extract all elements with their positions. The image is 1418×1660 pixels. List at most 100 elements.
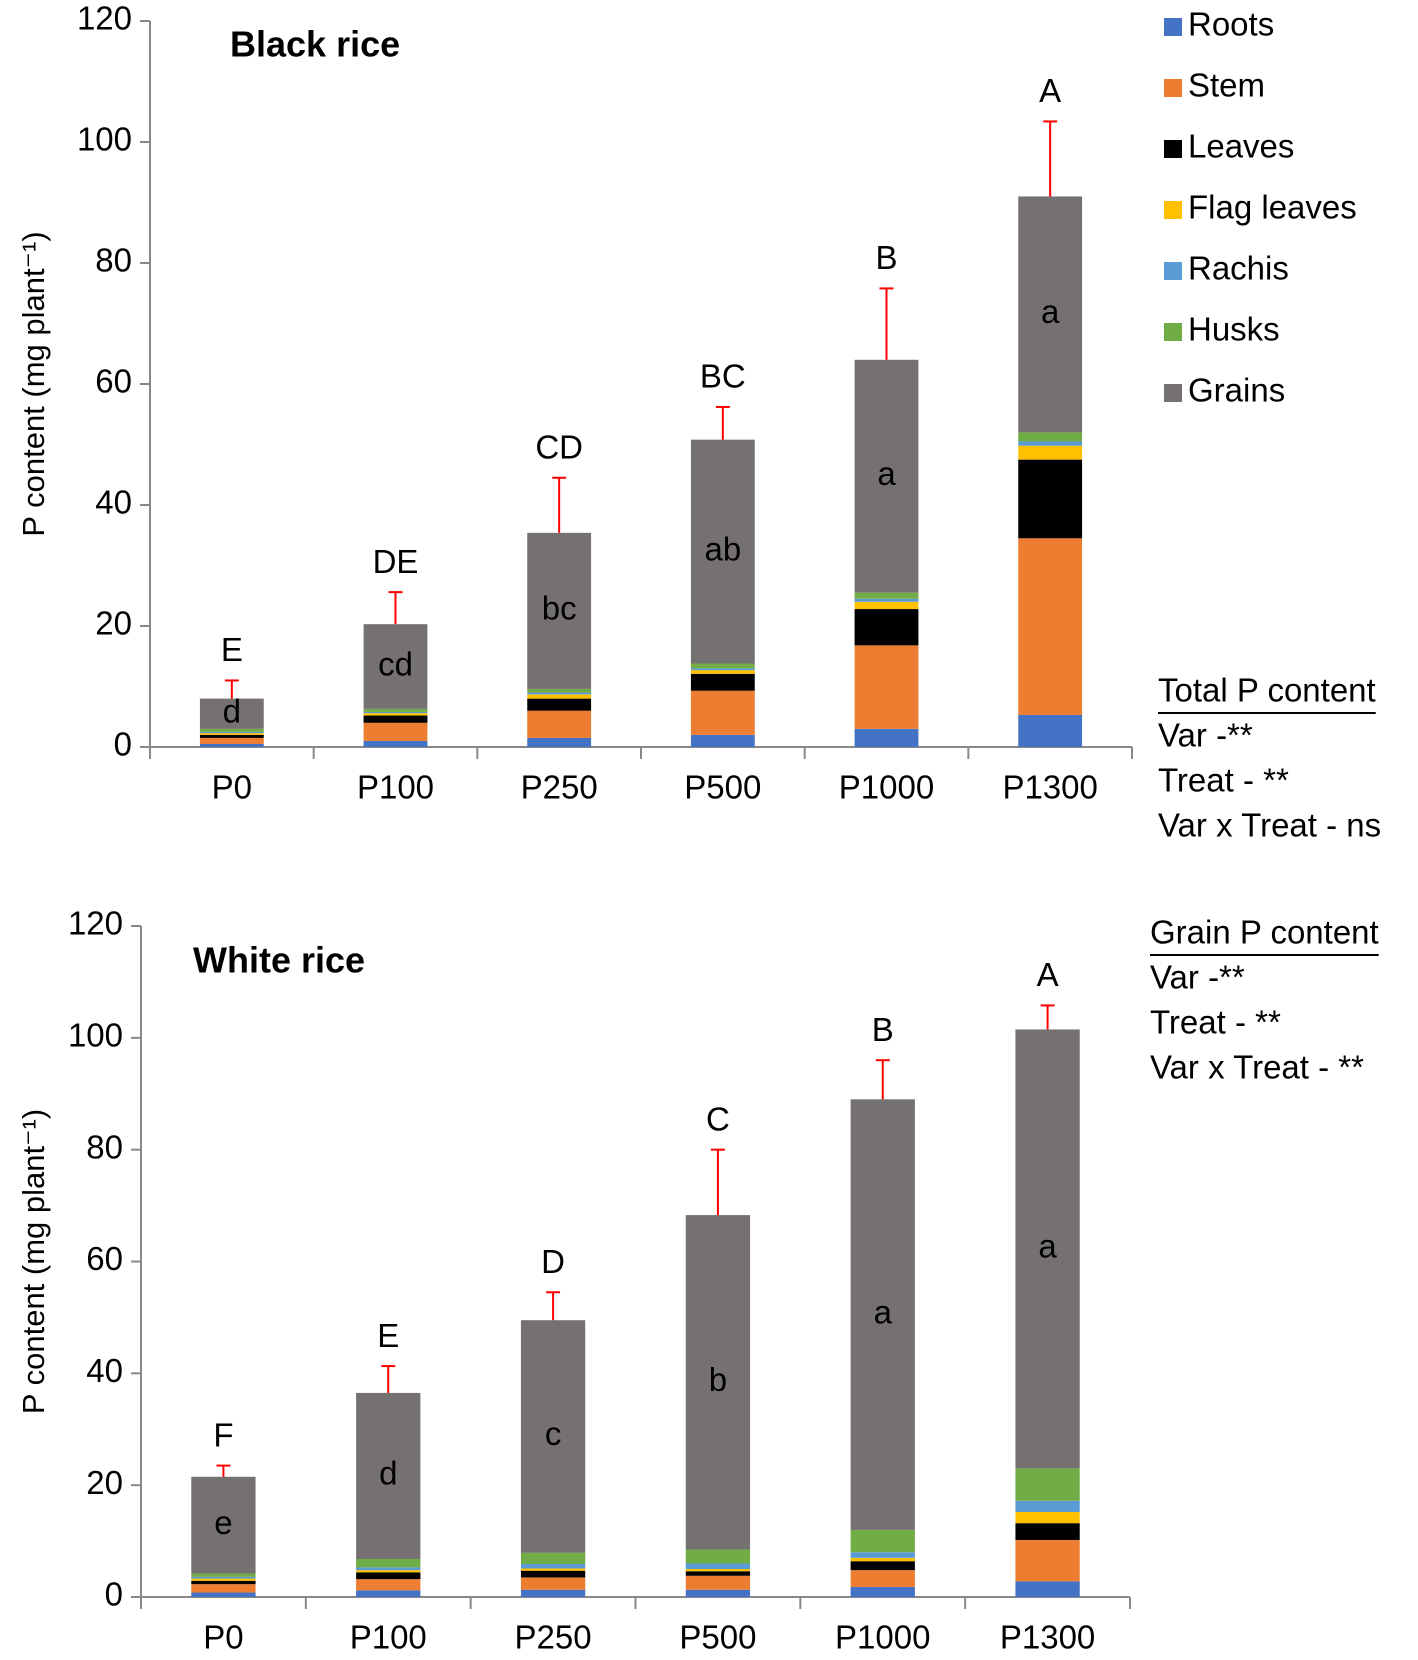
bar-segment (356, 1570, 421, 1573)
group-label: BC (700, 358, 746, 395)
bar-segment (527, 694, 592, 699)
bar-segment (1015, 1523, 1080, 1540)
bar-segment (520, 1570, 586, 1578)
stats-title: Total P content (1158, 672, 1376, 709)
bar-segment (199, 737, 264, 744)
bar-segment (850, 1586, 915, 1597)
grain-label: e (214, 1504, 232, 1541)
bar-segment (854, 728, 919, 747)
stats-line: Treat - ** (1150, 1004, 1281, 1041)
bar-segment (1018, 196, 1083, 433)
grain-label: a (1038, 1228, 1057, 1265)
bar-segment (685, 1549, 751, 1564)
group-label: E (377, 1317, 399, 1354)
legend-swatch (1164, 79, 1182, 97)
bar-segment (191, 1578, 256, 1581)
bar-segment (850, 1557, 915, 1562)
bar-segment (1015, 1500, 1080, 1513)
bar-segment (1015, 1539, 1080, 1582)
bar-segment (527, 698, 592, 711)
y-tick-label: 0 (105, 1576, 123, 1613)
bar-segment (363, 722, 428, 741)
grain-label: a (1041, 293, 1060, 330)
bar-segment (685, 1589, 751, 1597)
bar-segment (854, 609, 919, 646)
stats-title: Grain P content (1150, 914, 1379, 951)
bar-segment (363, 740, 428, 747)
bar-segment (527, 688, 592, 693)
y-tick-label: 120 (77, 0, 132, 37)
bar-segment (690, 690, 755, 735)
stats-line: Var -** (1150, 959, 1245, 996)
chart-title: Black rice (230, 24, 400, 65)
x-tick-label: P1000 (839, 769, 934, 806)
bar-segment (363, 708, 428, 712)
y-tick-label: 20 (86, 1464, 123, 1501)
bar-segment (685, 1215, 751, 1550)
grain-label: a (874, 1293, 893, 1330)
group-label: B (872, 1011, 894, 1048)
y-tick-label: 0 (114, 726, 132, 763)
bar-segment (363, 711, 428, 714)
grain-label: bc (542, 590, 577, 627)
bar-segment (199, 733, 264, 735)
bar-segment (356, 1590, 421, 1597)
grain-label: b (709, 1361, 727, 1398)
bar-segment (1018, 538, 1083, 715)
bar-segment (850, 1552, 915, 1558)
bar-segment (191, 1592, 256, 1597)
bar-segment (520, 1568, 586, 1571)
x-tick-label: P1300 (1000, 1619, 1095, 1656)
bar-segment (690, 668, 755, 671)
group-label: DE (373, 543, 419, 580)
bar-segment (1015, 1029, 1080, 1469)
bar-segment (520, 1564, 586, 1569)
bar-segment (356, 1579, 421, 1591)
x-tick-label: P1300 (1002, 769, 1097, 806)
bar-segment (854, 645, 919, 729)
bar-segment (690, 663, 755, 669)
x-tick-label: P500 (679, 1619, 756, 1656)
y-tick-label: 100 (77, 121, 132, 158)
x-tick-label: P0 (203, 1619, 243, 1656)
legend-label: Roots (1188, 6, 1274, 43)
x-tick-label: P250 (521, 769, 598, 806)
bar-segment (850, 1099, 915, 1530)
legend-label: Flag leaves (1188, 189, 1357, 226)
group-label: A (1039, 72, 1061, 109)
bar-segment (199, 743, 264, 747)
bar-segment (1015, 1512, 1080, 1524)
y-tick-label: 20 (95, 605, 132, 642)
chart-title: White rice (193, 940, 365, 981)
group-label: F (213, 1416, 233, 1453)
bar-segment (854, 359, 919, 593)
y-tick-label: 40 (86, 1352, 123, 1389)
grain-label: d (223, 692, 241, 729)
stats-line: Var -** (1158, 717, 1253, 754)
bar-segment (690, 734, 755, 747)
bar-segment (685, 1569, 751, 1572)
bar-segment (1018, 445, 1083, 460)
bar-segment (685, 1563, 751, 1570)
bar-segment (191, 1576, 256, 1579)
bar-segment (356, 1558, 421, 1568)
bar-segment (854, 598, 919, 602)
legend-swatch (1164, 262, 1182, 280)
group-label: C (706, 1100, 730, 1137)
bar-segment (191, 1476, 256, 1574)
grain-label: a (877, 455, 896, 492)
bar-segment (1015, 1581, 1080, 1597)
group-label: D (541, 1243, 565, 1280)
legend-label: Rachis (1188, 250, 1289, 287)
stats-line: Treat - ** (1158, 762, 1289, 799)
x-tick-label: P500 (684, 769, 761, 806)
bar-segment (854, 592, 919, 599)
bar-segment (363, 715, 428, 723)
bar-segment (199, 698, 264, 729)
bar-segment (690, 670, 755, 674)
legend-swatch (1164, 140, 1182, 158)
bar-segment (356, 1392, 421, 1559)
bar-segment (690, 439, 755, 664)
bar-segment (356, 1572, 421, 1580)
